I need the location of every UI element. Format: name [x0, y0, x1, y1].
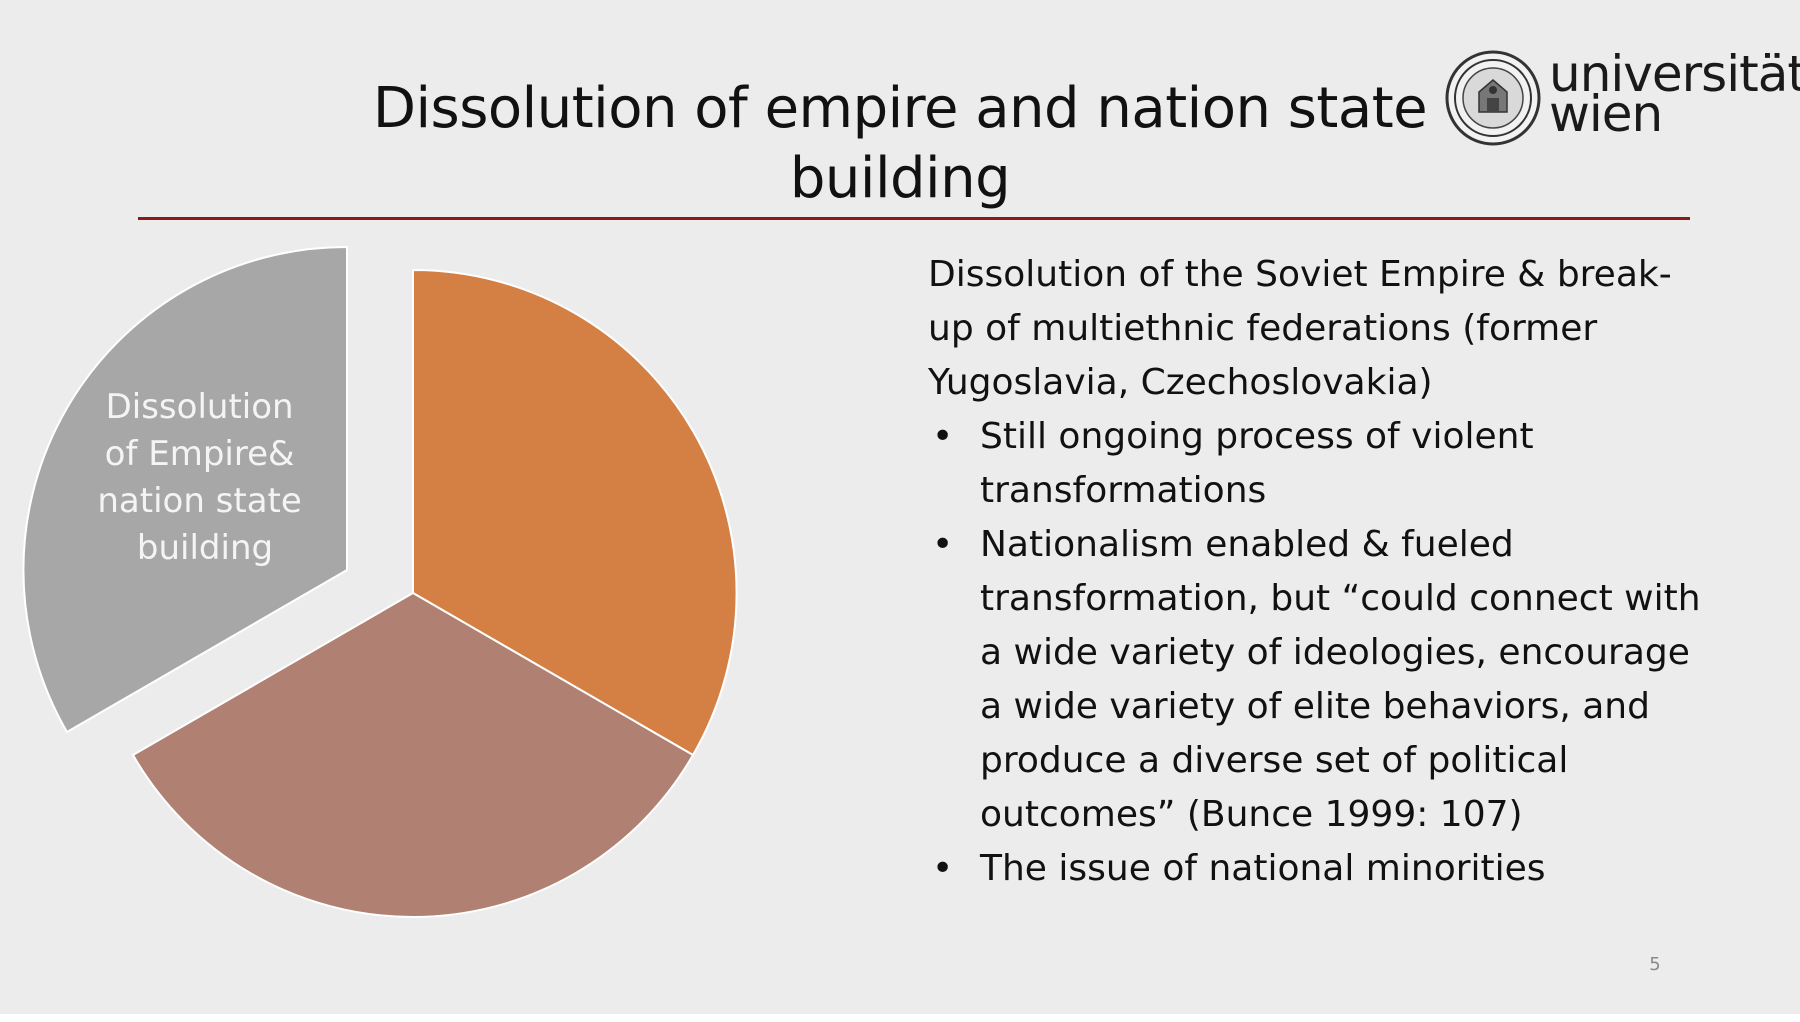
- university-seal-icon: [1445, 50, 1541, 146]
- bullet-text: The issue of national minorities: [980, 848, 1546, 889]
- pie-slice-label-line: of Empire&: [105, 434, 295, 474]
- pie-slice-label: Dissolution of Empire& nation state buil…: [97, 387, 312, 568]
- bullet-text: Still ongoing process of violent transfo…: [980, 416, 1534, 511]
- pie-slice-label-line: nation state: [97, 481, 301, 521]
- intro-paragraph: Dissolution of the Soviet Empire & break…: [928, 254, 1672, 403]
- bullet-dot-icon: •: [932, 848, 954, 889]
- logo-wordmark-line2: wien: [1549, 85, 1663, 143]
- page-number: 5: [1649, 954, 1661, 975]
- bullet-dot-icon: •: [932, 524, 954, 565]
- bullet-item: • Still ongoing process of violent trans…: [928, 410, 1708, 518]
- bullet-item: • Nationalism enabled & fueled transform…: [928, 518, 1708, 842]
- pie-slice-gray-exploded: [22, 245, 348, 734]
- pie-slice-label-line: Dissolution: [106, 387, 294, 427]
- pie-slice-label-line: building: [137, 528, 273, 568]
- pie-slice-orange: [412, 268, 738, 757]
- logo-wordmark-line1: universität: [1549, 45, 1800, 103]
- slide-content: Dissolution of the Soviet Empire & break…: [928, 248, 1708, 896]
- slide-title: Dissolution of empire and nation state b…: [372, 76, 1428, 211]
- pie-slice-brown: [131, 591, 695, 918]
- bullet-list: • Still ongoing process of violent trans…: [928, 410, 1708, 896]
- bullet-item: • The issue of national minorities: [928, 842, 1708, 896]
- title-divider: [138, 217, 1690, 220]
- pie-chart: Dissolution of Empire& nation state buil…: [22, 245, 738, 918]
- bottom-strip: [0, 1014, 1800, 1022]
- bullet-text: Nationalism enabled & fueled transformat…: [980, 524, 1701, 835]
- university-logo: universität wien: [1445, 48, 1800, 148]
- bullet-dot-icon: •: [932, 416, 954, 457]
